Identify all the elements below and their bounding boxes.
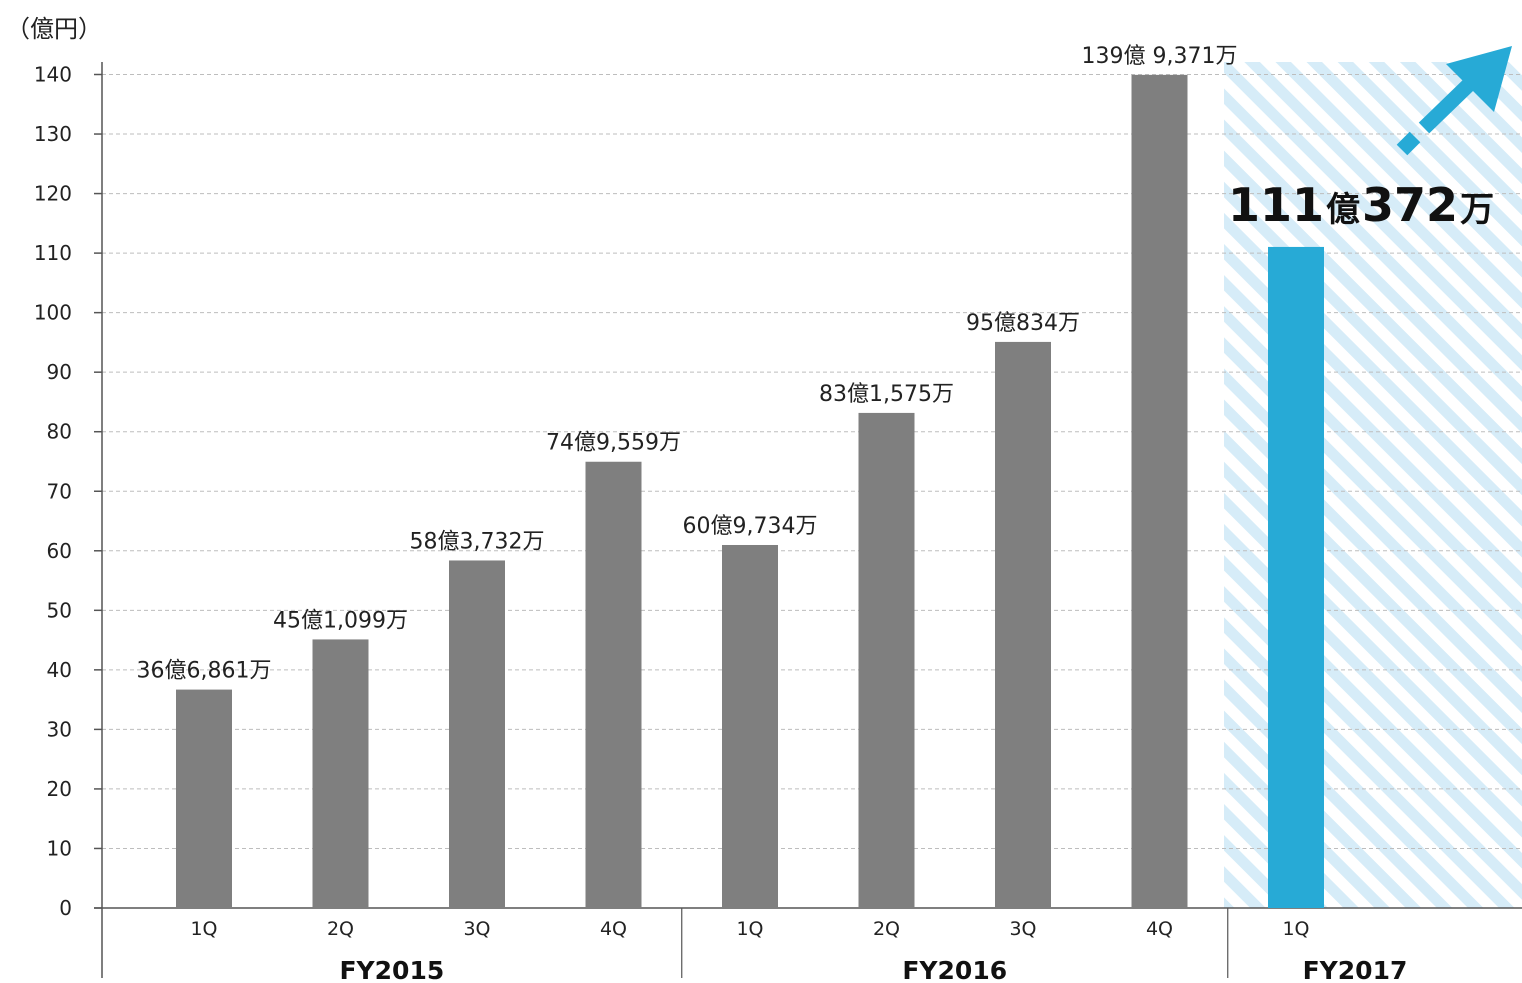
data-label: 139億 9,371万 bbox=[1082, 44, 1238, 69]
y-tick-label: 10 bbox=[47, 836, 72, 860]
x-axis-ticks: 1Q 2Q 3Q 4Q 1Q 2Q 3Q 4Q 1Q bbox=[190, 918, 1309, 940]
bars bbox=[176, 74, 1324, 908]
y-tick-label: 30 bbox=[47, 717, 72, 741]
data-label: 74億9,559万 bbox=[546, 431, 681, 456]
bar bbox=[312, 639, 369, 908]
y-tick-label: 100 bbox=[34, 301, 72, 325]
x-tick-label: 4Q bbox=[600, 918, 627, 940]
bar bbox=[722, 544, 778, 908]
bar bbox=[176, 689, 232, 908]
y-tick-label: 90 bbox=[47, 360, 72, 384]
up-arrow-icon bbox=[1396, 46, 1512, 156]
group-label: FY2016 bbox=[902, 956, 1007, 983]
highlight-value: 111億372万 bbox=[1228, 178, 1494, 232]
bar bbox=[449, 560, 505, 908]
bar bbox=[858, 412, 915, 908]
y-tick-label: 110 bbox=[34, 241, 72, 265]
y-tick-label: 50 bbox=[47, 598, 72, 622]
x-tick-label: 3Q bbox=[1009, 918, 1036, 940]
group-label: FY2015 bbox=[339, 956, 444, 983]
y-tick-label: 40 bbox=[47, 658, 72, 682]
y-axis-ticks: 0 10 20 30 40 50 60 70 80 90 100 110 120 130 140 bbox=[34, 63, 102, 920]
x-tick-label: 3Q bbox=[463, 918, 490, 940]
y-tick-label: 120 bbox=[34, 182, 72, 206]
bar-highlight bbox=[1268, 246, 1324, 908]
data-labels: 36億6,861万 45億1,099万 58億3,732万 74億9,559万 60億9… bbox=[137, 44, 1238, 684]
x-tick-label: 4Q bbox=[1146, 918, 1173, 940]
bar bbox=[585, 461, 642, 908]
data-label: 60億9,734万 bbox=[683, 514, 818, 539]
group-labels: FY2015 FY2016 FY2017 bbox=[339, 956, 1407, 983]
unit-label: （億円） bbox=[6, 15, 102, 43]
x-tick-label: 2Q bbox=[327, 918, 354, 940]
bar bbox=[1131, 74, 1188, 908]
bar bbox=[995, 341, 1051, 908]
data-label: 83億1,575万 bbox=[819, 382, 954, 407]
y-tick-label: 70 bbox=[47, 479, 72, 503]
y-tick-label: 60 bbox=[47, 539, 72, 563]
y-tick-label: 0 bbox=[59, 896, 72, 920]
y-tick-label: 140 bbox=[34, 63, 72, 87]
y-tick-label: 80 bbox=[47, 420, 72, 444]
group-separators bbox=[681, 908, 1229, 978]
data-label: 95億834万 bbox=[966, 311, 1080, 336]
group-label: FY2017 bbox=[1303, 956, 1408, 983]
x-tick-label: 1Q bbox=[736, 918, 763, 940]
x-tick-label: 1Q bbox=[1282, 918, 1309, 940]
y-tick-label: 20 bbox=[47, 777, 72, 801]
x-tick-label: 2Q bbox=[873, 918, 900, 940]
y-tick-label: 130 bbox=[34, 122, 72, 146]
data-label: 36億6,861万 bbox=[137, 659, 272, 684]
x-tick-label: 1Q bbox=[190, 918, 217, 940]
data-label: 58億3,732万 bbox=[410, 529, 545, 554]
data-label: 45億1,099万 bbox=[273, 608, 408, 633]
